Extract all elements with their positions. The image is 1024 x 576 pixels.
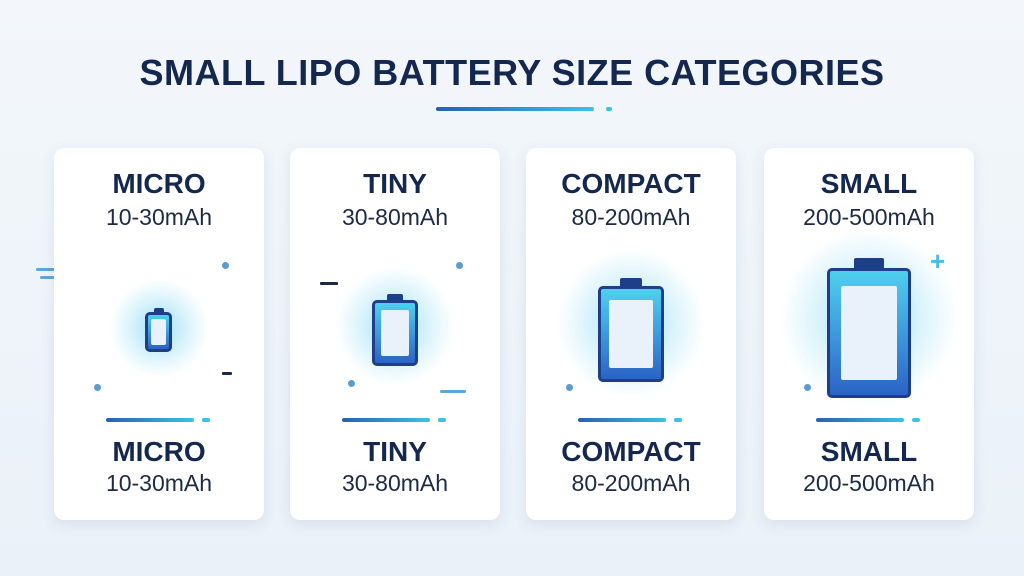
- card-name-bottom: SMALL: [820, 436, 918, 467]
- title-underline: [436, 107, 594, 111]
- card-name-bottom: TINY: [363, 436, 427, 467]
- card-divider-dot: [912, 418, 920, 422]
- card-divider: [816, 418, 904, 422]
- decor-line: [440, 390, 466, 393]
- minus-sign: [320, 282, 338, 285]
- card-range-top: 30-80mAh: [341, 204, 449, 230]
- card-divider-dot: [674, 418, 682, 422]
- card-name-bottom: MICRO: [112, 436, 206, 467]
- title-underline-dot: [606, 107, 612, 111]
- category-card-compact: COMPACT 80-200mAh COMPACT 80-200mAh: [526, 148, 736, 520]
- battery-icon: [598, 278, 664, 382]
- decor-dot: [804, 384, 811, 391]
- card-range-top: 80-200mAh: [571, 204, 691, 230]
- card-name-top: TINY: [363, 168, 427, 199]
- card-range-bottom: 200-500mAh: [803, 470, 935, 496]
- decor-dot: [222, 262, 229, 269]
- card-divider: [342, 418, 430, 422]
- card-name-top: SMALL: [820, 168, 918, 199]
- card-divider-dot: [202, 418, 210, 422]
- card-name-bottom: COMPACT: [561, 436, 701, 467]
- page-title: SMALL LIPO BATTERY SIZE CATEGORIES: [139, 52, 885, 93]
- battery-icon: [372, 294, 418, 366]
- category-card-small: SMALL 200-500mAh + SMALL 200-500mAh: [764, 148, 974, 520]
- decor-dot: [348, 380, 355, 387]
- card-name-top: MICRO: [112, 168, 206, 199]
- battery-icon: [827, 258, 911, 398]
- category-card-micro: MICRO 10-30mAh MICRO 10-30mAh: [54, 148, 264, 520]
- decor-dot: [456, 262, 463, 269]
- card-range-bottom: 80-200mAh: [571, 470, 691, 496]
- card-range-top: 200-500mAh: [803, 204, 935, 230]
- card-name-top: COMPACT: [561, 168, 701, 199]
- category-card-tiny: TINY 30-80mAh TINY 30-80mAh: [290, 148, 500, 520]
- card-divider: [578, 418, 666, 422]
- card-range-bottom: 30-80mAh: [341, 470, 449, 496]
- plus-sign: +: [930, 246, 946, 276]
- decor-dot: [94, 384, 101, 391]
- battery-icon: [145, 308, 172, 352]
- decor-dot: [566, 384, 573, 391]
- card-divider-dot: [438, 418, 446, 422]
- card-range-bottom: 10-30mAh: [105, 470, 213, 496]
- minus-sign: [222, 372, 232, 375]
- card-divider: [106, 418, 194, 422]
- card-range-top: 10-30mAh: [105, 204, 213, 230]
